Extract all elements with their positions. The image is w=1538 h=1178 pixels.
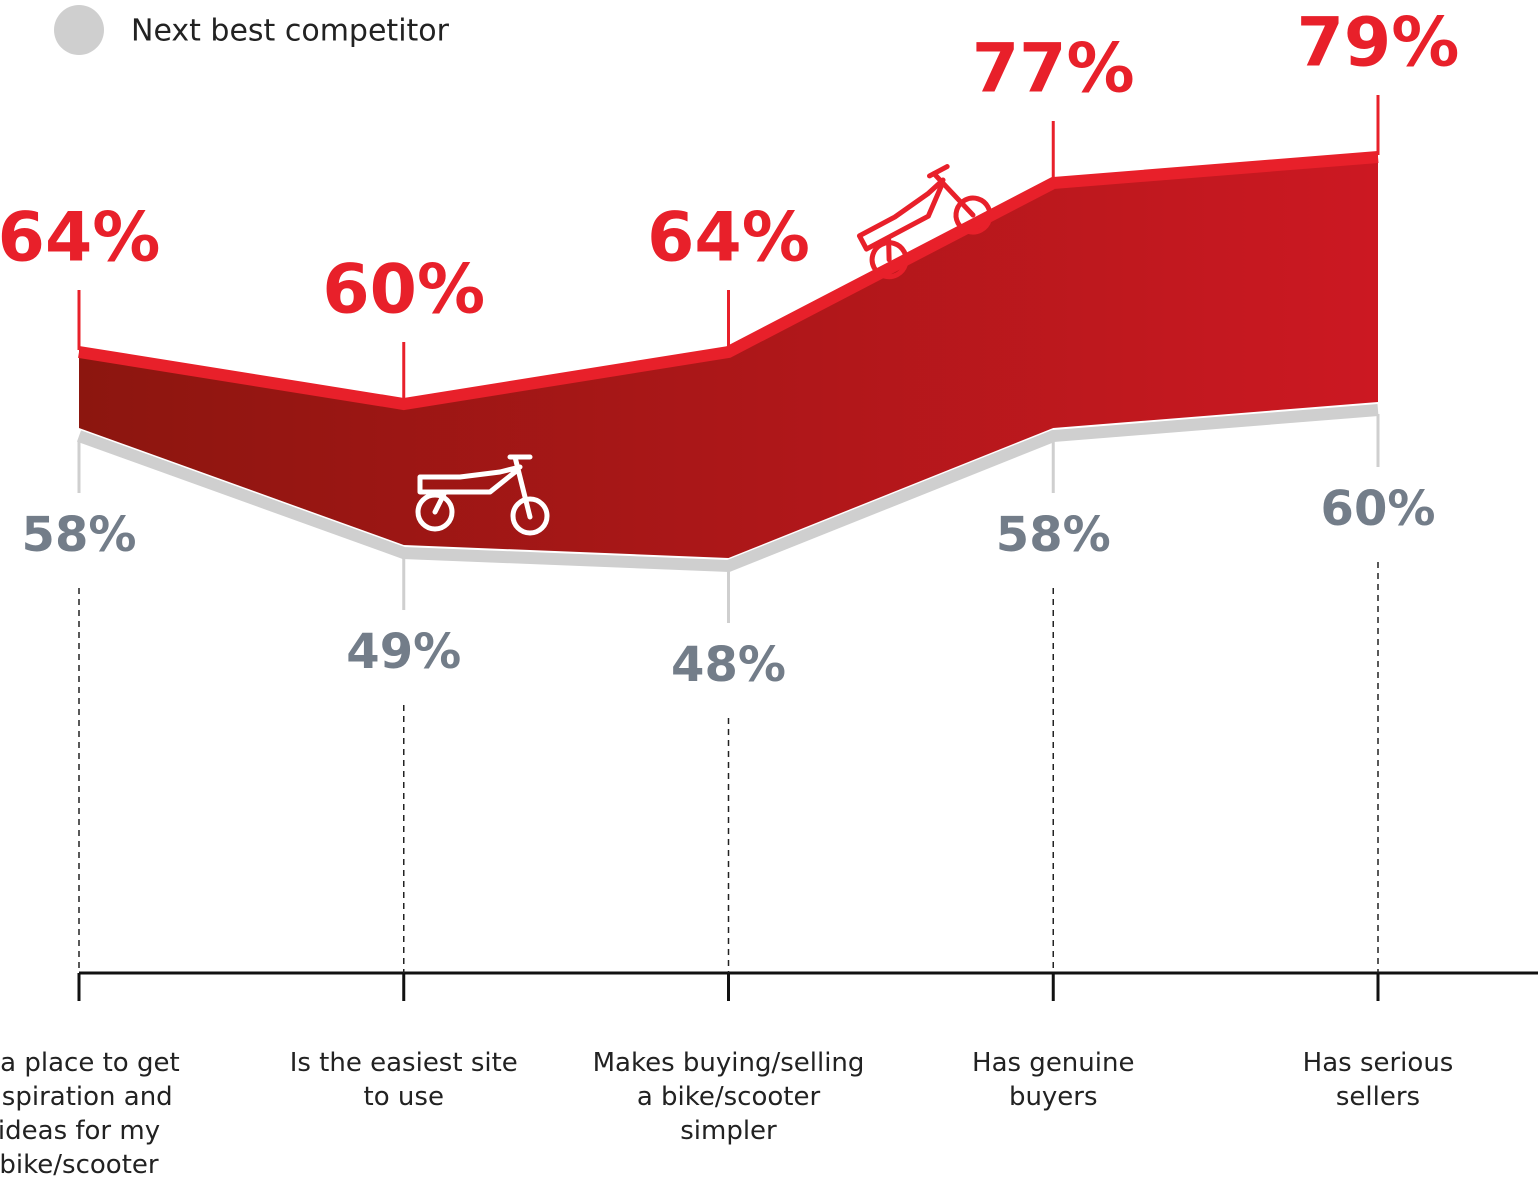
- x-tick-label: Has genuine buyers: [972, 1048, 1134, 1112]
- motorcycle-icon: [856, 164, 993, 280]
- main-value-label: 77%: [972, 30, 1135, 109]
- main-value-label: 64%: [0, 199, 160, 278]
- competitor-value-label: 48%: [671, 637, 786, 693]
- legend-label: Next best competitor: [131, 14, 450, 49]
- x-tick-label: Is the easiest site to use: [290, 1048, 518, 1112]
- legend-swatch: [54, 5, 104, 55]
- competitor-value-label: 49%: [346, 624, 461, 680]
- x-tick-label: Makes buying/selling a bike/scooter simple…: [593, 1048, 865, 1146]
- main-line: [78, 151, 1379, 411]
- competitor-line: [76, 404, 1379, 573]
- motorcycle-icon: [415, 454, 550, 536]
- competitor-value-label: 58%: [22, 507, 137, 563]
- competitor-value-label: 58%: [996, 507, 1111, 563]
- main-value-label: 79%: [1297, 4, 1460, 83]
- main-value-label: 60%: [322, 251, 485, 330]
- competitor-value-label: 60%: [1321, 481, 1436, 537]
- icons: [415, 164, 993, 536]
- x-tick-label: Has serious sellers: [1303, 1048, 1454, 1112]
- main-value-label: 64%: [647, 199, 810, 278]
